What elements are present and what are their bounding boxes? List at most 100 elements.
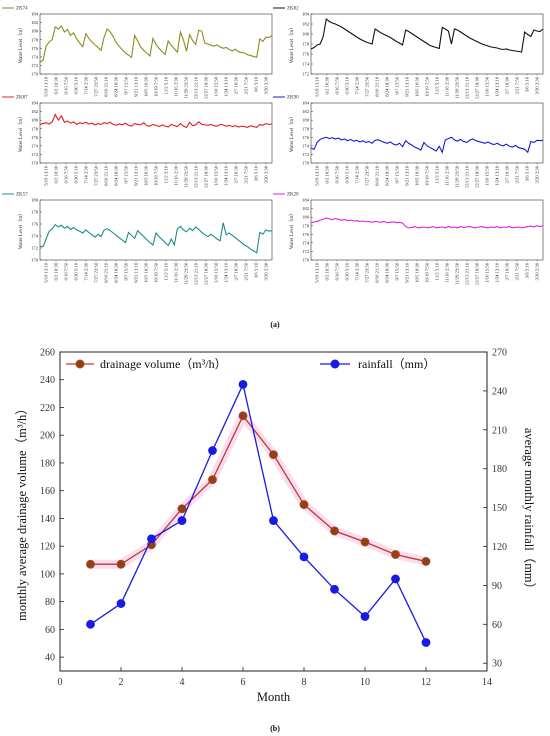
x-tick-label: 11/2 5:10 bbox=[164, 262, 169, 280]
x-tick-label: 11/29 23:50 bbox=[184, 165, 189, 188]
x-tick-label: 11/2 5:10 bbox=[435, 165, 440, 183]
data-point bbox=[360, 537, 370, 547]
panel-b-label: (b) bbox=[270, 724, 280, 733]
legend-label-drainage: drainage volume（m³/h） bbox=[100, 357, 227, 371]
x-tick-label: 6/16 7:50 bbox=[335, 262, 340, 280]
y-left-tick-label: 160 bbox=[40, 486, 55, 497]
x-tick-label: 3/6 5:10 bbox=[525, 76, 530, 92]
y-right-tick-label: 120 bbox=[492, 542, 507, 553]
y-right-tick-label: 240 bbox=[492, 386, 507, 397]
y-tick-label: 172 bbox=[302, 249, 310, 254]
x-tick-label: 10/5 10:30 bbox=[415, 262, 420, 282]
x-tick-label: 10/5 10:30 bbox=[415, 76, 420, 96]
x-tick-label: 5/19 13:10 bbox=[44, 262, 49, 282]
y-tick-label: 176 bbox=[31, 46, 39, 51]
y-tick-label: 170 bbox=[31, 161, 39, 166]
data-point bbox=[238, 411, 248, 421]
x-tick-label: 2/7 10:30 bbox=[505, 262, 510, 280]
x-tick-label: 3/6 5:10 bbox=[525, 165, 530, 181]
x-tick-label: 2/7 10:30 bbox=[234, 165, 239, 183]
x-tick-label: 2/7 10:30 bbox=[234, 262, 239, 280]
y-left-tick-label: 220 bbox=[40, 403, 55, 414]
x-tick-label: 6/2 10:30 bbox=[54, 165, 59, 183]
y-tick-label: 174 bbox=[31, 54, 39, 59]
y-tick-label: 180 bbox=[31, 198, 39, 203]
y-tick-label: 170 bbox=[31, 258, 39, 263]
y-tick-label: 180 bbox=[302, 215, 310, 220]
data-point bbox=[208, 475, 217, 485]
x-tick-label: 12/13 21:10 bbox=[194, 165, 199, 188]
data-point bbox=[269, 516, 278, 525]
x-tick-label: 12/27 18:30 bbox=[204, 165, 209, 188]
x-tick-label: 6/16 7:50 bbox=[64, 165, 69, 183]
x-tick-label: 1/10 15:50 bbox=[214, 76, 219, 96]
legend-marker-drainage bbox=[75, 359, 85, 369]
legend-label: ZK57 bbox=[16, 193, 28, 198]
plot-frame bbox=[310, 102, 544, 164]
legend-label: ZK28 bbox=[287, 193, 299, 198]
x-tick-label: 6/2 10:30 bbox=[325, 165, 330, 183]
x-tick-label: 6/30 5:10 bbox=[345, 165, 350, 183]
x-tick-label: 3/20 2:30 bbox=[535, 76, 540, 94]
x-tick-label: 6/16 7:50 bbox=[335, 76, 340, 94]
x-tick-label: 6/2 10:30 bbox=[325, 262, 330, 280]
x-tick-label: 12/13 21:10 bbox=[194, 76, 199, 99]
x-tick-label: 10 bbox=[360, 677, 370, 688]
y-left-tick-label: 140 bbox=[40, 514, 55, 525]
y-tick-label: 178 bbox=[302, 126, 310, 131]
x-tick-label: 6/16 7:50 bbox=[335, 165, 340, 183]
x-tick-label: 7/27 23:50 bbox=[94, 76, 99, 96]
plot-frame bbox=[39, 102, 273, 164]
x-tick-label: 6/30 5:10 bbox=[345, 262, 350, 280]
x-tick-label: 6/2 10:30 bbox=[54, 262, 59, 280]
plot-frame bbox=[39, 199, 273, 261]
y-tick-label: 172 bbox=[31, 152, 39, 157]
y-axis-label: Water Level（m） bbox=[18, 25, 24, 63]
plot-zk74: 170 172 174 176 178 180 182 184 Water Level（m） 5/… bbox=[2, 7, 273, 99]
y-tick-label: 184 bbox=[31, 12, 39, 17]
y-tick-label: 182 bbox=[31, 109, 39, 114]
x-tick-label: 3/20 2:30 bbox=[535, 165, 540, 183]
data-point bbox=[86, 559, 95, 569]
x-tick-label: 7/27 23:50 bbox=[365, 76, 370, 96]
y-tick-label: 176 bbox=[31, 222, 39, 227]
y-tick-label: 174 bbox=[31, 234, 39, 239]
y-tick-label: 182 bbox=[302, 109, 310, 114]
plot-frame bbox=[310, 199, 544, 261]
x-tick-label: 10/19 7:50 bbox=[425, 76, 430, 96]
x-tick-label: 10/19 7:50 bbox=[154, 76, 159, 96]
x-tick-label: 9/21 13:10 bbox=[405, 262, 410, 282]
x-tick-label: 12/13 21:10 bbox=[465, 165, 470, 188]
y-tick-label: 172 bbox=[31, 246, 39, 251]
y-left-tick-label: 260 bbox=[40, 348, 55, 359]
x-tick-label: 3/20 2:30 bbox=[264, 165, 269, 183]
y-right-tick-label: 60 bbox=[492, 620, 502, 631]
x-tick-label: 9/7 15:50 bbox=[395, 165, 400, 183]
x-tick-label: 12 bbox=[421, 677, 431, 688]
x-tick-label: 9/7 15:50 bbox=[395, 76, 400, 94]
x-tick-label: 11/16 2:30 bbox=[445, 165, 450, 185]
x-tick-label: 1/24 13:10 bbox=[224, 262, 229, 282]
legend-zk87: ZK87 bbox=[2, 96, 28, 101]
data-point bbox=[177, 504, 187, 514]
x-tick-label: 11/29 23:50 bbox=[455, 76, 460, 99]
panel-b: 4060801001201401601802002202402603060901… bbox=[15, 348, 536, 705]
y-tick-label: 174 bbox=[302, 240, 310, 245]
panel-a: 170 172 174 176 178 180 182 184 Water Level（m） 5/… bbox=[2, 7, 544, 285]
x-tick-label: 8/10 21:10 bbox=[104, 165, 109, 185]
x-tick-label: 3/20 2:30 bbox=[535, 262, 540, 280]
data-point bbox=[421, 638, 431, 647]
x-tick-label: 2/21 7:50 bbox=[515, 76, 520, 94]
x-tick-label: 3/20 2:30 bbox=[264, 76, 269, 94]
data-point bbox=[330, 526, 339, 536]
legend-zk82: ZK82 bbox=[273, 7, 299, 12]
plot-zk28: 170 172 174 176 178 180 182 184 Water Level（m） 5/… bbox=[273, 193, 544, 285]
x-tick-label: 7/14 2:30 bbox=[355, 76, 360, 94]
x-tick-label: 7/14 2:30 bbox=[84, 76, 89, 94]
x-tick-label: 1/10 15:50 bbox=[214, 262, 219, 282]
x-tick-label: 12/27 18:30 bbox=[475, 76, 480, 99]
legend-label: ZK74 bbox=[16, 7, 28, 12]
series-line-zk87 bbox=[39, 113, 273, 129]
x-tick-label: 10/19 7:50 bbox=[425, 165, 430, 185]
